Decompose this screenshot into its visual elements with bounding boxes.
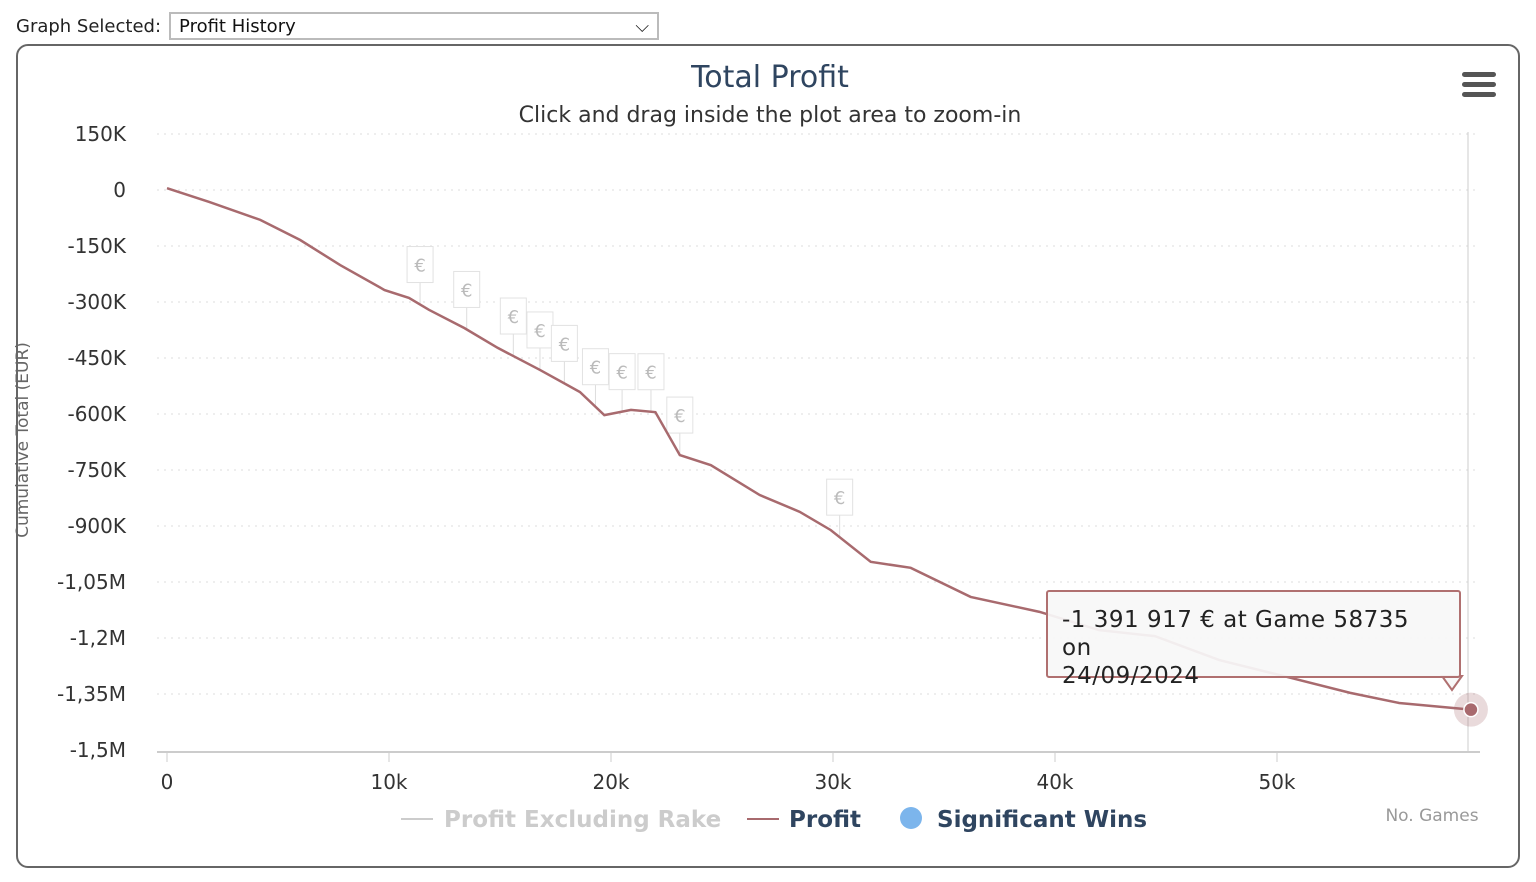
- y-tick-label: -1,5M: [70, 738, 126, 762]
- significant-win-flag-label: €: [461, 280, 472, 301]
- chart-container: [16, 44, 1520, 868]
- y-axis-title: Cumulative Total (EUR): [13, 342, 33, 538]
- y-tick-label: -1,35M: [57, 682, 126, 706]
- significant-win-flag: [406, 246, 434, 284]
- y-tick-label: -150K: [67, 234, 126, 258]
- significant-win-flag-label: €: [834, 488, 845, 509]
- x-axis-title: No. Games: [1385, 806, 1478, 826]
- significant-win-flag: [526, 311, 554, 349]
- significant-win-flag: [550, 324, 578, 362]
- legend-profit[interactable]: Profit: [789, 807, 861, 833]
- y-tick-label: -450K: [67, 346, 126, 370]
- significant-win-flag: [608, 353, 636, 391]
- hamburger-menu-icon[interactable]: [1462, 72, 1496, 100]
- x-tick-label: 20k: [592, 770, 629, 794]
- x-tick-label: 30k: [814, 770, 851, 794]
- significant-win-flag-label: €: [559, 334, 570, 355]
- tooltip-line2: 24/09/2024: [1062, 663, 1200, 689]
- tooltip-line1: -1 391 917 € at Game 58735 on: [1062, 607, 1409, 661]
- y-tick-label: -750K: [67, 458, 126, 482]
- significant-win-flag: [581, 348, 609, 386]
- significant-win-flag: [637, 353, 665, 391]
- x-tick-label: 50k: [1258, 770, 1295, 794]
- significant-win-flag: [453, 270, 481, 308]
- graph-select-dropdown[interactable]: Profit History ⌵: [169, 12, 660, 40]
- y-tick-label: 150K: [75, 122, 127, 146]
- significant-win-flag: [499, 297, 527, 335]
- significant-win-flag-label: €: [534, 321, 545, 342]
- significant-win-flag-label: €: [645, 363, 656, 384]
- chart-title: Total Profit: [690, 60, 849, 95]
- tooltip-pointer: [1440, 675, 1464, 692]
- significant-win-flag: [666, 396, 694, 434]
- significant-win-flag-label: €: [674, 406, 685, 427]
- significant-win-flag-label: €: [590, 358, 601, 379]
- significant-win-flag-label: €: [616, 363, 627, 384]
- tooltip: -1 391 917 € at Game 58735 on 24/09/2024: [1046, 590, 1461, 689]
- y-tick-label: 0: [113, 178, 126, 202]
- significant-win-flag-label: €: [508, 307, 519, 328]
- graph-selected-label: Graph Selected:: [16, 15, 162, 37]
- y-tick-label: -300K: [67, 290, 126, 314]
- graph-selector-bar: Graph Selected: Profit History ⌵: [16, 12, 660, 40]
- legend-significant-wins[interactable]: Significant Wins: [937, 807, 1147, 833]
- x-tick-label: 10k: [370, 770, 407, 794]
- chevron-down-icon: ⌵: [635, 15, 650, 37]
- y-tick-label: -1,05M: [57, 570, 126, 594]
- legend-profit-excl-rake[interactable]: Profit Excluding Rake: [444, 807, 721, 833]
- graph-select-value: Profit History: [179, 15, 296, 37]
- y-tick-label: -1,2M: [70, 626, 126, 650]
- legend-significant-wins-symbol: [900, 807, 922, 829]
- y-tick-label: -600K: [67, 402, 126, 426]
- y-tick-label: -900K: [67, 514, 126, 538]
- significant-win-flag: [826, 478, 854, 516]
- chart-subtitle: Click and drag inside the plot area to z…: [519, 103, 1022, 128]
- significant-win-flag-label: €: [414, 256, 425, 277]
- hover-point: [1463, 701, 1479, 718]
- x-tick-label: 40k: [1036, 770, 1073, 794]
- x-tick-label: 0: [161, 770, 174, 794]
